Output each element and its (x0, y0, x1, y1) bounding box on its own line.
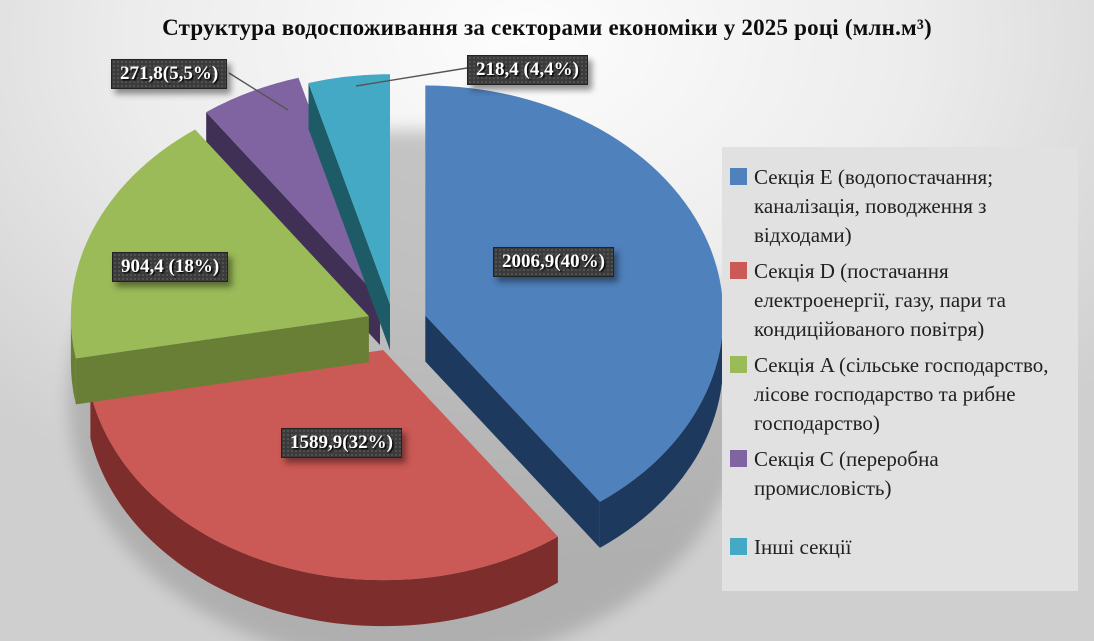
pie-slice-rim-section-a (70, 316, 76, 405)
data-label-section-d: 1589,9(32%) (281, 428, 402, 458)
pie-slice-rim-section-e (599, 315, 724, 548)
legend-item-other-sections: Інші секції (730, 533, 1064, 562)
data-label-other-sections: 218,4 (4,4%) (467, 55, 588, 85)
pie-slice-wall-section-e (425, 315, 600, 548)
legend-swatch-section-a (730, 356, 747, 373)
pie-slice-section-e (425, 85, 724, 502)
legend-label-section-c: Секція C (переробна промисловість) (754, 447, 939, 500)
pie-slice-other-sections (308, 74, 390, 305)
chart-title: Структура водоспоживання за секторами ек… (162, 15, 932, 40)
legend-swatch-section-c (730, 450, 747, 467)
legend: Секція E (водопостачання; каналізація, п… (722, 147, 1078, 591)
pie-slice-wall-section-a (75, 316, 369, 405)
legend-swatch-section-e (730, 168, 747, 185)
legend-label-section-e: Секція E (водопостачання; каналізація, п… (754, 165, 994, 247)
legend-item-section-c: Секція C (переробна промисловість) (730, 445, 1064, 503)
leader-line-other-sections (355, 67, 468, 87)
legend-label-section-d: Секція D (постачання електроенергії, газ… (754, 259, 1006, 341)
legend-item-section-e: Секція E (водопостачання; каналізація, п… (730, 163, 1064, 250)
data-label-section-c: 271,8(5,5%) (111, 59, 228, 89)
legend-label-other-sections: Інші секції (754, 535, 852, 559)
leader-line-section-c (228, 72, 289, 111)
pie-slice-section-d (90, 350, 558, 581)
legend-swatch-section-d (730, 262, 747, 279)
pie-slice-rim-section-d (90, 392, 558, 627)
pie-slice-wall-other-sections (308, 83, 390, 351)
data-label-section-e: 2006,9(40%) (493, 247, 614, 277)
legend-item-section-a: Секція A (сільське господарство, лісове … (730, 351, 1064, 438)
data-label-section-a: 904,4 (18%) (112, 252, 229, 282)
legend-item-section-d: Секція D (постачання електроенергії, газ… (730, 257, 1064, 344)
legend-swatch-other-sections (730, 538, 747, 555)
pie-slice-section-c (206, 77, 380, 299)
pie-slice-section-a (70, 129, 369, 359)
legend-label-section-a: Секція A (сільське господарство, лісове … (754, 353, 1049, 435)
